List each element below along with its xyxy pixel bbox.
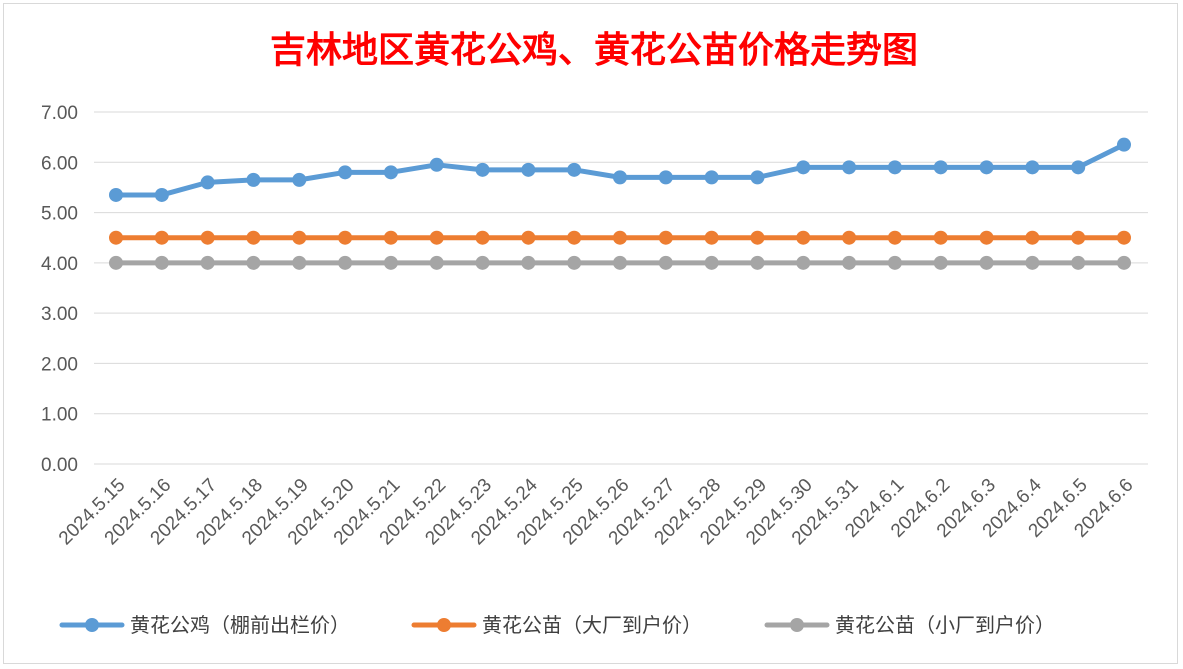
data-point (933, 160, 948, 175)
data-point (1117, 137, 1131, 152)
legend-label: 黄花公苗（大厂到户价） (482, 613, 702, 637)
data-point (475, 230, 490, 245)
data-point (109, 230, 123, 245)
y-tick-label: 0.00 (41, 455, 78, 476)
data-point (475, 162, 490, 177)
y-tick-label: 6.00 (41, 153, 78, 174)
data-point (383, 255, 398, 270)
data-point (429, 157, 444, 172)
data-point (704, 230, 719, 245)
data-point (109, 255, 123, 270)
data-point (1025, 230, 1040, 245)
chart-frame (3, 3, 1178, 664)
y-axis-ticks: 0.00 1.00 2.00 3.00 4.00 5.00 6.00 7.00 (41, 103, 78, 476)
legend-marker (790, 618, 804, 632)
data-point (154, 230, 169, 245)
chart-title: 吉林地区黄花公鸡、黄花公苗价格走势图 (270, 29, 918, 71)
legend: 黄花公鸡（棚前出栏价） 黄花公苗（大厂到户价） 黄花公苗（小厂到户价） (59, 613, 1055, 637)
data-point (567, 255, 582, 270)
legend-marker (437, 618, 451, 632)
data-point (567, 230, 582, 245)
data-point (1117, 230, 1131, 245)
data-point (842, 230, 857, 245)
data-point (246, 172, 261, 187)
y-tick-label: 3.00 (41, 304, 78, 325)
legend-marker (85, 618, 99, 632)
y-tick-label: 1.00 (41, 405, 78, 426)
data-point (842, 255, 857, 270)
data-point (109, 187, 123, 202)
data-point (750, 255, 765, 270)
data-point (1071, 160, 1086, 175)
legend-item: 黄花公苗（大厂到户价） (411, 613, 702, 637)
data-point (658, 230, 673, 245)
data-point (796, 160, 811, 175)
data-point (979, 160, 994, 175)
data-point (154, 255, 169, 270)
data-point (613, 230, 627, 245)
data-point (200, 255, 215, 270)
data-point (933, 255, 948, 270)
data-point (200, 230, 215, 245)
data-point (292, 230, 307, 245)
data-point (979, 230, 994, 245)
data-point (475, 255, 490, 270)
data-point (1025, 255, 1040, 270)
y-tick-label: 7.00 (41, 103, 78, 124)
data-point (887, 255, 902, 270)
data-point (750, 170, 765, 185)
data-point (796, 255, 811, 270)
data-point (292, 172, 307, 187)
data-point (521, 162, 536, 177)
data-point (1025, 160, 1040, 175)
data-point (292, 255, 307, 270)
y-tick-label: 4.00 (41, 254, 78, 275)
data-point (1071, 230, 1086, 245)
data-point (979, 255, 994, 270)
data-point (338, 255, 353, 270)
series-2 (109, 230, 1131, 245)
data-point (383, 165, 398, 180)
data-point (154, 187, 169, 202)
data-point (704, 255, 719, 270)
data-point (842, 160, 857, 175)
data-point (429, 230, 444, 245)
legend-item: 黄花公苗（小厂到户价） (764, 613, 1055, 637)
data-point (1071, 255, 1086, 270)
series-group (109, 137, 1131, 270)
data-point (200, 175, 215, 190)
data-point (613, 170, 627, 185)
data-point (383, 230, 398, 245)
y-tick-label: 5.00 (41, 204, 78, 225)
data-point (246, 230, 261, 245)
data-point (887, 160, 902, 175)
data-point (933, 230, 948, 245)
series-1 (109, 137, 1131, 202)
data-point (750, 230, 765, 245)
data-point (613, 255, 627, 270)
data-point (796, 230, 811, 245)
data-point (704, 170, 719, 185)
data-point (658, 170, 673, 185)
data-point (338, 230, 353, 245)
legend-item: 黄花公鸡（棚前出栏价） (59, 613, 350, 637)
legend-label: 黄花公鸡（棚前出栏价） (130, 613, 350, 637)
data-point (521, 255, 536, 270)
data-point (338, 165, 353, 180)
data-point (1117, 255, 1131, 270)
data-point (246, 255, 261, 270)
data-point (887, 230, 902, 245)
data-point (567, 162, 582, 177)
y-tick-label: 2.00 (41, 354, 78, 375)
data-point (521, 230, 536, 245)
data-point (658, 255, 673, 270)
data-point (429, 255, 444, 270)
series-3 (109, 255, 1131, 270)
x-axis-ticks: 2024.5.152024.5.162024.5.172024.5.182024… (55, 474, 1138, 549)
legend-label: 黄花公苗（小厂到户价） (835, 613, 1055, 637)
series-line (113, 142, 1127, 198)
